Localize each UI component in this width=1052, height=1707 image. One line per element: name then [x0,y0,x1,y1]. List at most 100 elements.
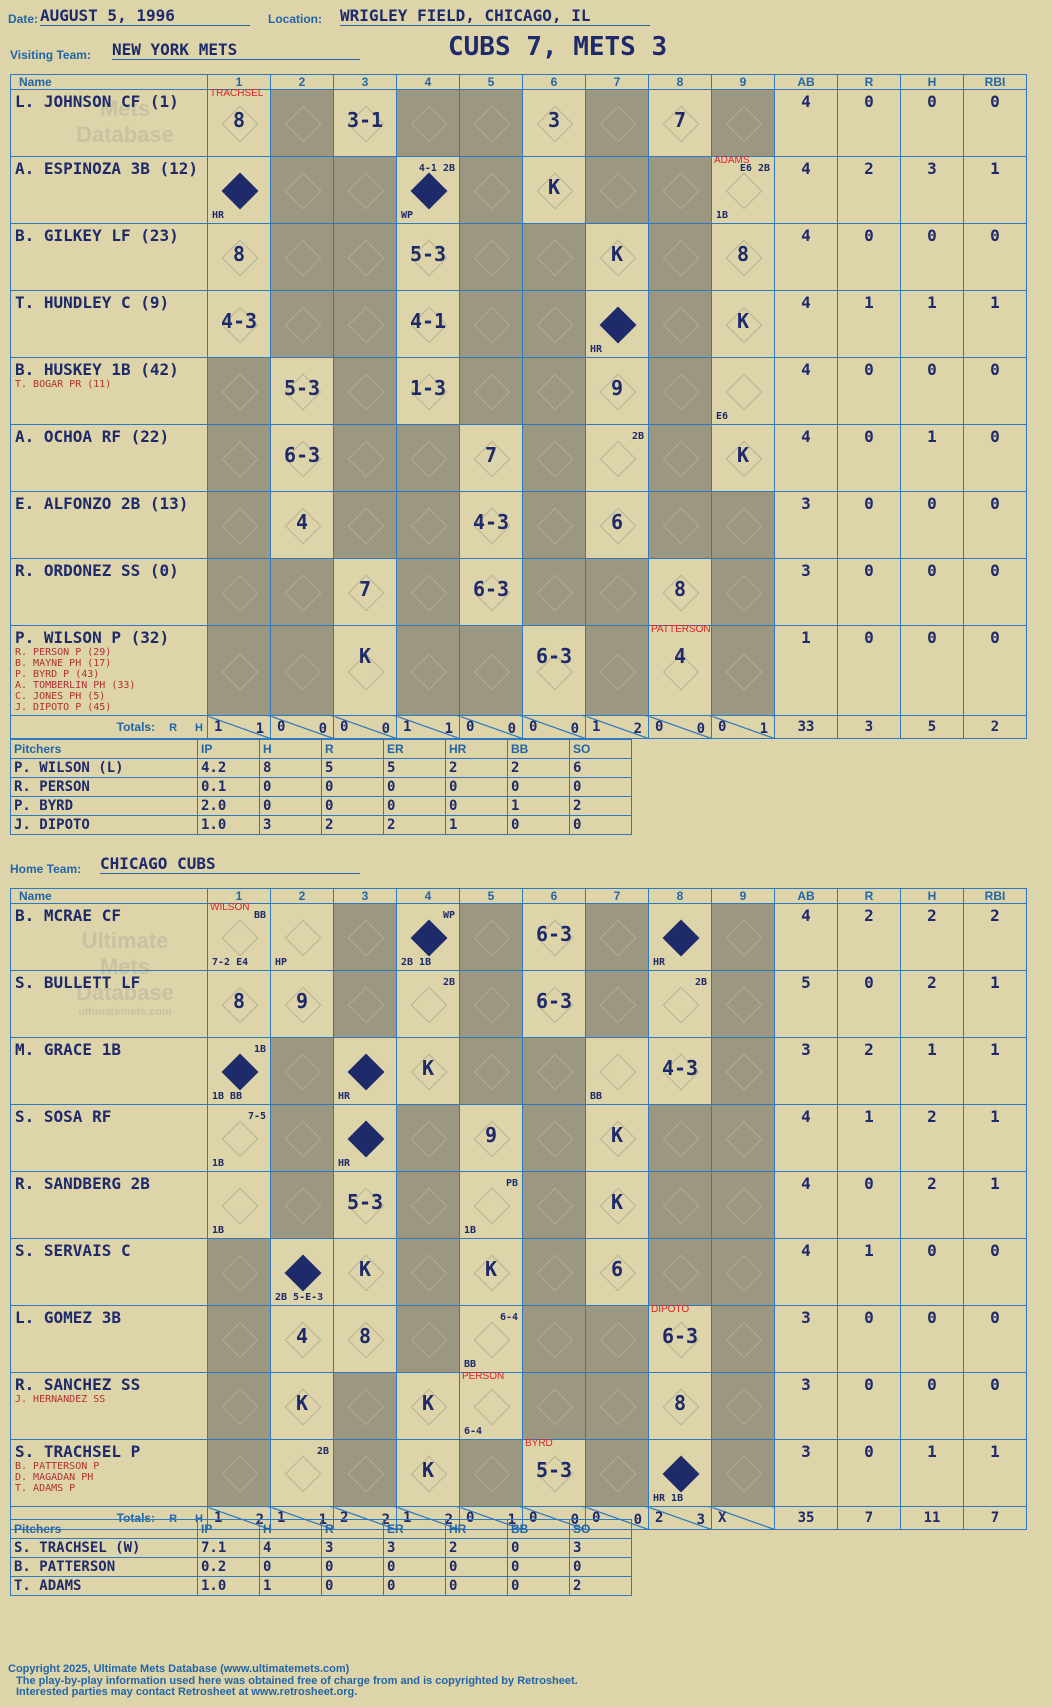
batter-row: B. MCRAE CF 7-2 E4 BB WILSON HP 2B 1B WP 6-3 HR 4… [10,902,1027,971]
base-diamond [725,105,763,143]
at-bat-cell [459,1439,523,1507]
at-bat-cell [585,970,649,1038]
at-bat-cell: 7-2 E4 BB WILSON [207,902,271,971]
at-bat-cell: 4 [270,1305,334,1373]
batter-stat: 1 [963,290,1027,358]
play-result: K [547,175,561,199]
base-diamond [473,172,511,210]
at-bat-cell [648,1104,712,1172]
pitcher-stat: 1 [507,796,570,816]
at-bat-cell: 6 [585,491,649,559]
batter-row: R. SANDBERG 2B 1B 5-3 1B PB K 4 0 2 1 [10,1171,1027,1239]
base-diamond [221,1187,259,1225]
batter-stat: 1 [900,1037,964,1105]
base-diamond [284,1455,322,1493]
at-bat-cell: 9 [585,357,649,425]
play-note: HP [275,957,288,968]
at-bat-cell: HR [585,290,649,358]
batter-name-cell: R. SANCHEZ SS J. HERNANDEZ SS [10,1372,208,1440]
at-bat-cell: 7 [648,89,712,157]
batter-row: T. HUNDLEY C (9) 4-3 4-1 HR K 4 1 1 1 [10,290,1027,358]
base-diamond [599,574,637,612]
inning-header: 6 [522,888,586,904]
at-bat-cell [522,1171,586,1239]
pitchers-column-header: ER [383,1519,446,1539]
at-bat-cell [396,491,460,559]
play-result: 8 [673,577,687,601]
at-bat-cell: 9 [270,970,334,1038]
at-bat-cell: 6-3 DIPOTO [648,1304,712,1373]
batter-name: L. GOMEZ 3B [15,1308,121,1327]
play-result: 6-3 [283,443,321,467]
substitute-name: R. PERSON P (29) [15,647,112,658]
at-bat-cell [459,357,523,425]
at-bat-cell [711,1037,775,1105]
pitcher-change-note: PERSON [462,1371,505,1382]
base-diamond [725,653,763,690]
scorecard-header-row: Name 1 2 3 4 5 6 7 8 9 AB R H RBI [10,888,1027,904]
pitcher-stat: 0 [445,777,508,797]
team-total-stat: 3 [837,715,901,739]
pitcher-name: T. ADAMS [10,1576,198,1596]
batter-stat: 0 [837,424,901,492]
batter-name-cell: L. GOMEZ 3B [10,1305,208,1373]
play-note: E6 2B [739,163,770,174]
at-bat-cell [207,558,271,626]
play-result: 3-1 [346,108,384,132]
pitcher-stat: 2.0 [197,796,260,816]
name-column-header: Name [10,74,208,90]
inning-runs: 0 [529,719,538,735]
at-bat-cell [585,903,649,971]
play-note: BB [253,910,266,921]
play-note: 1B [716,210,729,221]
home-scorecard: Name 1 2 3 4 5 6 7 8 9 AB R H RBI B. MCRAE CF 7-2 E4 BB W… [10,888,1027,1530]
at-bat-cell: 2B 1B WP [396,903,460,971]
at-bat-cell: 2B [585,424,649,492]
inning-header: 8 [648,888,712,904]
batter-row: L. GOMEZ 3B 4 8 BB 6-4 6-3 DIPOTO 3 0 0 0 [10,1304,1027,1373]
pitcher-change-note: DIPOTO [651,1304,690,1315]
batter-name: E. ALFONZO 2B (13) [15,494,189,513]
play-result: 1-3 [409,376,447,400]
base-diamond [536,1388,574,1426]
substitute-name: J. HERNANDEZ SS [15,1394,106,1405]
batter-stat: 0 [963,1238,1027,1306]
batter-stat: 3 [774,1439,838,1507]
batter-stat: 1 [900,290,964,358]
inning-header: 3 [333,74,397,90]
play-note: WP [401,210,414,221]
batter-row: S. BULLETT LF 8 9 2B 6-3 2B 5 0 2 1 [10,970,1027,1038]
base-diamond [221,507,259,545]
pitcher-stat: 0 [507,1538,570,1558]
at-bat-cell: 1B BB 1B [207,1037,271,1105]
base-diamond [221,1254,259,1292]
totals-text: Totals: [116,720,156,734]
batter-stat: 0 [900,357,964,425]
batter-stat: 2 [837,1037,901,1105]
play-result: 7 [484,443,498,467]
batter-stat: 0 [837,89,901,157]
at-bat-cell [711,903,775,971]
base-diamond [473,1321,511,1359]
batter-stat: 0 [963,223,1027,291]
pitcher-change-note: BYRD [525,1438,553,1449]
at-bat-cell [396,89,460,157]
at-bat-cell: 8 [207,223,271,291]
batter-stat: 1 [963,1104,1027,1172]
play-note: HR [212,210,225,221]
inning-header: 2 [270,888,334,904]
base-diamond [662,373,700,411]
base-diamond [284,306,322,344]
base-diamond [410,653,448,690]
play-note: 1B [212,1158,225,1169]
base-diamond [221,1388,259,1426]
base-diamond [284,574,322,612]
batter-name: B. HUSKEY 1B (42) [15,360,179,379]
pitcher-stat: 2 [321,815,384,835]
batter-name: M. GRACE 1B [15,1040,121,1059]
at-bat-cell [333,970,397,1038]
at-bat-cell: 4-1 [396,290,460,358]
batter-stat: 3 [774,558,838,626]
play-result: 4-3 [472,510,510,534]
